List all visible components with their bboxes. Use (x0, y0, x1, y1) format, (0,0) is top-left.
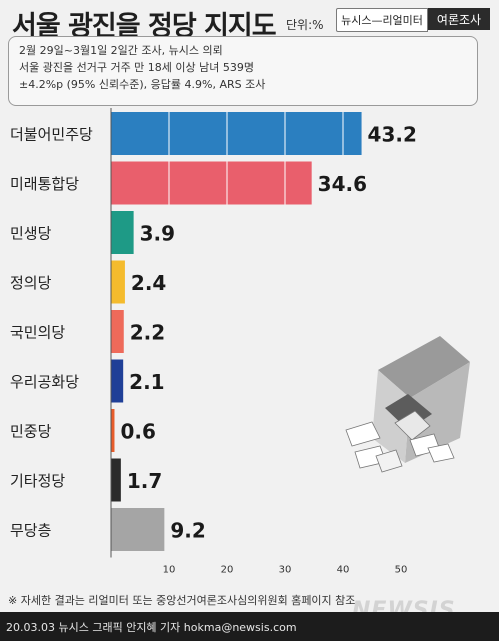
value-label: 0.6 (120, 420, 155, 444)
category-label: 우리공화당 (10, 373, 79, 391)
category-label: 민생당 (10, 225, 52, 243)
value-label: 34.6 (318, 172, 367, 196)
category-label: 무당층 (10, 522, 51, 540)
bar (111, 260, 125, 304)
category-label: 정의당 (10, 274, 52, 292)
category-label: 민중당 (10, 423, 52, 441)
unit-label: 단위:% (286, 18, 324, 32)
x-tick-label: 20 (221, 565, 234, 576)
ballot-box-illustration (345, 336, 470, 473)
footer-bar (0, 612, 499, 641)
bar (111, 508, 165, 551)
value-label: 2.2 (130, 321, 165, 345)
value-label: 1.7 (127, 469, 162, 493)
bar (111, 211, 134, 254)
footnote: ※ 자세한 결과는 리얼미터 또는 중앙선거여론조사심의위원회 홈페이지 참조 (8, 594, 356, 607)
survey-line: 2월 29일~3월1일 2일간 조사, 뉴시스 의뢰 (19, 44, 223, 57)
category-label: 더불어민주당 (10, 126, 93, 144)
value-label: 43.2 (368, 123, 417, 147)
survey-line: ±4.2%p (95% 신뢰수준), 응답률 4.9%, ARS 조사 (19, 78, 266, 91)
survey-badge: 여론조사 (428, 8, 490, 30)
credit-line: 20.03.03 뉴시스 그래픽 안지혜 기자 hokma@newsis.com (6, 621, 297, 634)
bar (111, 161, 312, 205)
bar (111, 310, 124, 353)
value-label: 3.9 (140, 222, 175, 246)
category-label: 미래통합당 (10, 175, 79, 193)
survey-info-box: 2월 29일~3월1일 2일간 조사, 뉴시스 의뢰 서울 광진을 선거구 거주… (8, 36, 478, 106)
bar (111, 112, 362, 155)
bar (111, 409, 115, 452)
category-label: 국민의당 (10, 324, 65, 342)
x-tick-label: 10 (163, 565, 176, 576)
x-tick-label: 50 (395, 565, 408, 576)
x-tick-label: 40 (337, 565, 350, 576)
category-label: 기타정당 (10, 472, 65, 490)
source-badge: 뉴시스—리얼미터 (336, 8, 428, 32)
value-label: 2.4 (131, 271, 166, 295)
bar (111, 359, 124, 403)
bar (111, 458, 121, 502)
value-label: 2.1 (129, 370, 164, 394)
party-support-chart: 더불어민주당 43.2 미래통합당 34.6 민생당 3.9 정의당 2.4 국민의당 2.2 우리… (10, 108, 470, 576)
value-label: 9.2 (170, 519, 205, 543)
x-tick-label: 30 (279, 565, 292, 576)
survey-line: 서울 광진을 선거구 거주 만 18세 이상 남녀 539명 (19, 61, 255, 74)
